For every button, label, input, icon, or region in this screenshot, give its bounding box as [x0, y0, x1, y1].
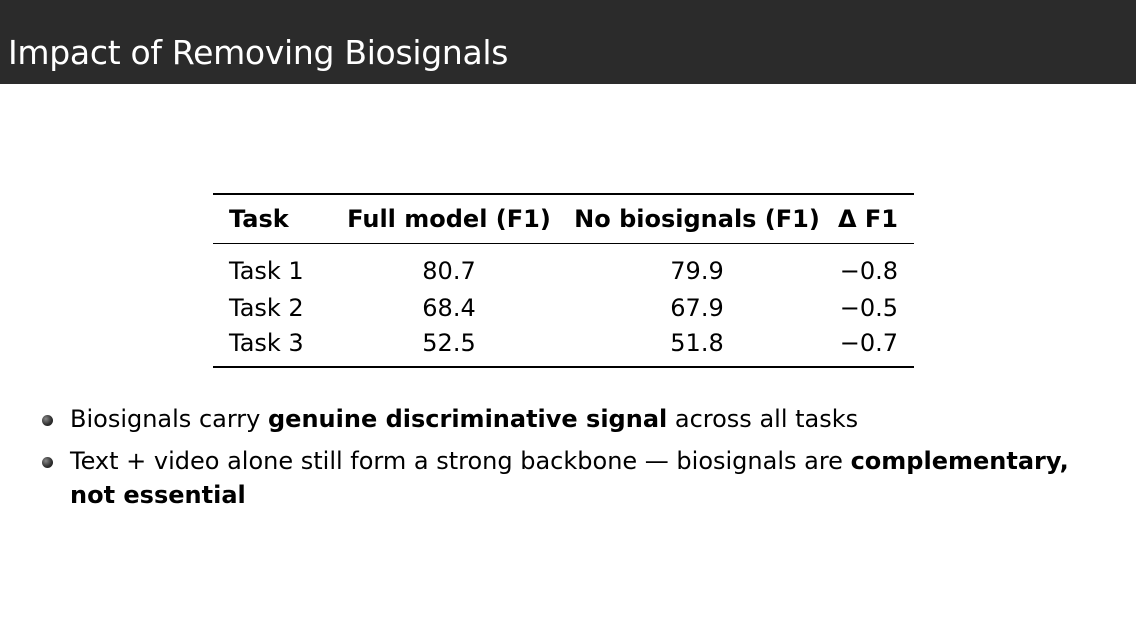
cell-no-biosignals: 79.9	[670, 257, 724, 285]
table-row: Task 2 68.4 67.9 −0.5	[213, 291, 914, 325]
header-no-biosignals: No biosignals (F1)	[574, 205, 820, 233]
cell-full-model: 52.5	[422, 329, 476, 357]
table-header-row: Task Full model (F1) No biosignals (F1) …	[213, 194, 914, 244]
header-full-model: Full model (F1)	[347, 205, 551, 233]
slide-title: Impact of Removing Biosignals	[8, 33, 509, 72]
bullet-text: Biosignals carry	[70, 405, 268, 433]
table-row: Task 1 80.7 79.9 −0.8	[213, 244, 914, 292]
cell-delta-f1: −0.7	[839, 329, 898, 357]
cell-delta-f1: −0.5	[839, 294, 898, 322]
cell-delta-f1: −0.8	[839, 257, 898, 285]
bullet-text: across all tasks	[667, 405, 859, 433]
title-bar: Impact of Removing Biosignals	[0, 0, 1136, 84]
cell-no-biosignals: 67.9	[670, 294, 724, 322]
bullet-item: Biosignals carry genuine discriminative …	[40, 402, 1100, 436]
bullet-list: Biosignals carry genuine discriminative …	[40, 402, 1100, 520]
bullet-dot-icon	[42, 415, 53, 426]
bullet-text: Text + video alone still form a strong b…	[70, 447, 851, 475]
table-row: Task 3 52.5 51.8 −0.7	[213, 325, 914, 367]
bullet-dot-icon	[42, 457, 53, 468]
cell-task: Task 2	[229, 294, 304, 322]
header-delta-f1: Δ F1	[837, 205, 898, 233]
bullet-emphasis: genuine discriminative signal	[268, 405, 668, 433]
cell-task: Task 1	[229, 257, 304, 285]
header-task: Task	[229, 205, 289, 233]
cell-no-biosignals: 51.8	[670, 329, 724, 357]
cell-full-model: 68.4	[422, 294, 476, 322]
cell-task: Task 3	[229, 329, 304, 357]
cell-full-model: 80.7	[422, 257, 476, 285]
results-table: Task Full model (F1) No biosignals (F1) …	[213, 193, 914, 368]
bullet-item: Text + video alone still form a strong b…	[40, 444, 1100, 512]
bullet-emphasis: complementary, not essential	[70, 447, 1069, 509]
